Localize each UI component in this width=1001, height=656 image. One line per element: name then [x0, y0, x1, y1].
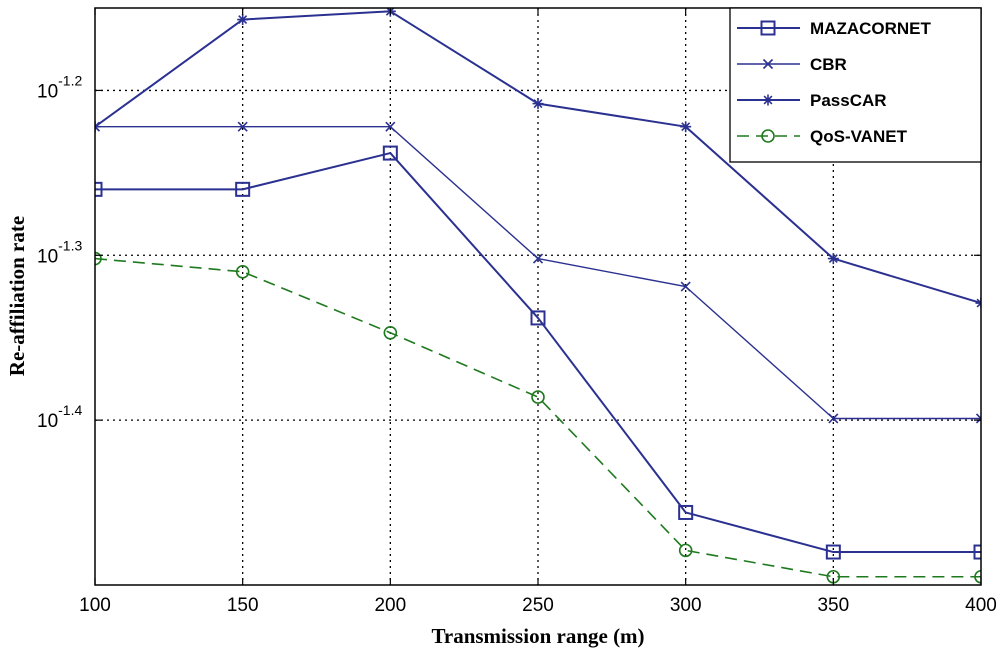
legend-label-MAZACORNET: MAZACORNET [810, 19, 931, 38]
point-MAZACORNET-400 [973, 544, 981, 560]
series-line-MAZACORNET [95, 152, 981, 554]
point-MAZACORNET-100 [95, 181, 103, 197]
point-CBR-150 [237, 121, 248, 132]
x-tick-label-100: 100 [79, 595, 111, 616]
legend-label-PassCAR: PassCAR [810, 91, 887, 110]
point-QoS-VANET-150 [235, 264, 250, 279]
point-PassCAR-250 [532, 98, 544, 110]
point-QoS-VANET-300 [678, 543, 693, 558]
point-MAZACORNET-150 [235, 181, 251, 197]
series-CBR [95, 121, 981, 424]
point-MAZACORNET-250 [530, 310, 546, 326]
y-tick-label-2: 10-1.4 [37, 402, 82, 432]
point-PassCAR-300 [680, 121, 692, 133]
series-layer [95, 8, 981, 584]
point-MAZACORNET-200 [382, 145, 398, 161]
legend-marker-CBR [762, 58, 774, 70]
legend-marker-PassCAR [762, 94, 774, 106]
point-CBR-350 [828, 413, 839, 424]
legend: MAZACORNET CBR PassCAR QoS-VANET [729, 7, 982, 163]
point-QoS-VANET-400 [974, 569, 981, 584]
x-axis-label: Transmission range (m) [431, 624, 644, 648]
x-tick-label-350: 350 [817, 595, 849, 616]
point-PassCAR-350 [827, 253, 839, 265]
x-tick-label-300: 300 [670, 595, 702, 616]
y-axis-label: Re-affiliation rate [5, 216, 29, 376]
x-tick-label-400: 400 [965, 595, 997, 616]
series-MAZACORNET [95, 145, 981, 560]
x-tick-label-250: 250 [522, 595, 554, 616]
point-MAZACORNET-300 [678, 504, 694, 520]
point-CBR-250 [532, 253, 544, 264]
y-tick-exponent: -1.3 [58, 237, 82, 253]
point-CBR-300 [680, 281, 691, 292]
legend-marker-MAZACORNET [760, 20, 776, 36]
x-tick-label-200: 200 [374, 595, 406, 616]
y-tick-exponent: -1.4 [58, 402, 82, 418]
y-tick-base: 10 [37, 246, 58, 267]
y-tick-base: 10 [37, 411, 58, 432]
legend-label-QoS-VANET: QoS-VANET [810, 127, 908, 146]
legend-label-CBR: CBR [810, 55, 847, 74]
y-tick-base: 10 [37, 81, 58, 102]
point-CBR-400 [975, 413, 981, 424]
point-QoS-VANET-250 [531, 390, 545, 404]
point-QoS-VANET-200 [383, 325, 398, 340]
y-tick-label-1: 10-1.3 [37, 237, 82, 267]
legend-marker-QoS-VANET [761, 129, 775, 143]
y-tick-label-0: 10-1.2 [37, 72, 82, 102]
point-MAZACORNET-350 [825, 544, 841, 560]
point-PassCAR-150 [237, 14, 249, 26]
x-tick-label-150: 150 [227, 595, 259, 616]
point-CBR-200 [385, 121, 396, 132]
y-tick-exponent: -1.2 [58, 72, 82, 88]
point-QoS-VANET-100 [95, 251, 102, 266]
